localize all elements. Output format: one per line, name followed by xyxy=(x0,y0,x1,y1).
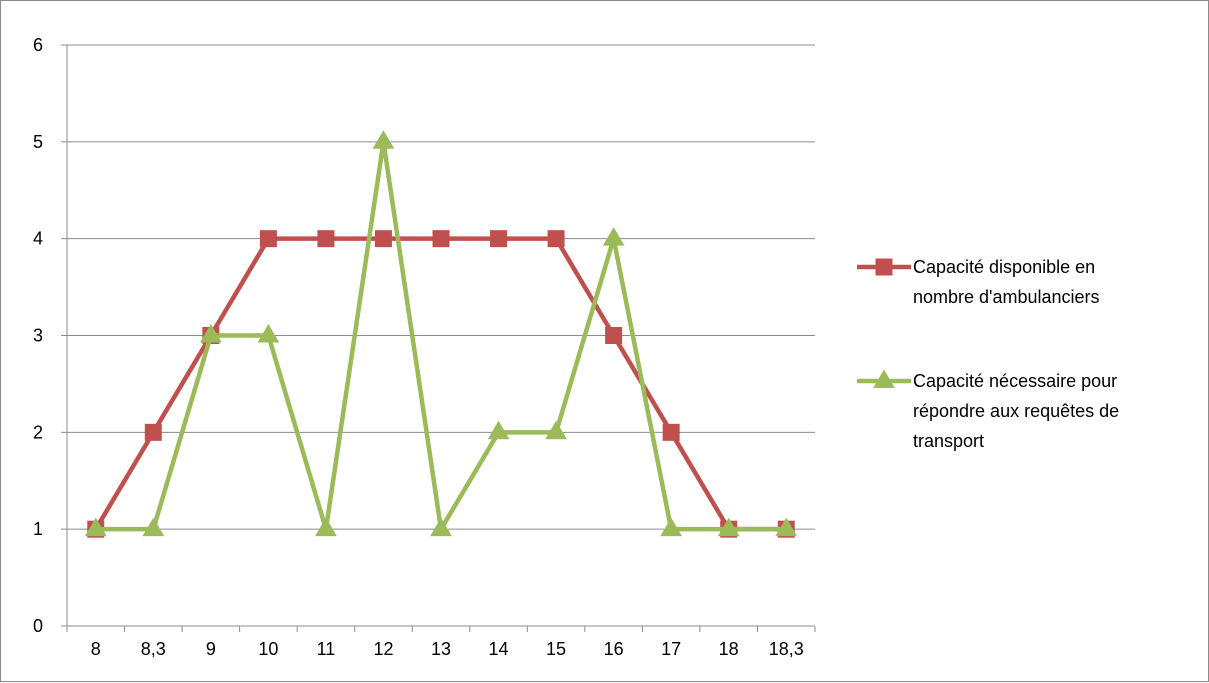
x-tick-label: 16 xyxy=(604,639,624,659)
legend: Capacité disponible en nombre d'ambulanci… xyxy=(857,257,1119,451)
x-tick-label: 8 xyxy=(91,639,101,659)
series xyxy=(84,130,798,538)
x-tick-label: 18,3 xyxy=(769,639,804,659)
x-tick-label: 8,3 xyxy=(141,639,166,659)
x-tick-label: 11 xyxy=(317,639,336,659)
data-point xyxy=(199,323,222,343)
legend-entry-1: Capacité disponible en nombre d'ambulanci… xyxy=(857,257,1100,307)
legend-label: Capacité disponible en nombre d'ambulanci… xyxy=(913,257,1100,307)
x-tick-label: 18 xyxy=(719,639,739,659)
legend-marker xyxy=(875,258,893,276)
data-point xyxy=(775,517,798,537)
series-2 xyxy=(84,130,798,537)
data-point xyxy=(257,323,280,343)
data-point xyxy=(430,517,452,537)
data-point xyxy=(660,517,683,537)
data-point xyxy=(547,230,565,248)
y-tick-label: 6 xyxy=(33,35,43,55)
data-point xyxy=(315,517,337,537)
x-tick-label: 14 xyxy=(489,639,509,659)
gridlines xyxy=(67,44,815,530)
legend-label-line: Capacité nécessaire pour xyxy=(913,371,1117,391)
y-tick-label: 1 xyxy=(33,519,43,539)
legend-label-line: Capacité disponible en xyxy=(913,257,1095,277)
data-point xyxy=(545,420,567,440)
data-point xyxy=(317,230,335,248)
legend-entry-2: Capacité nécessaire pour répondre aux req… xyxy=(857,369,1119,451)
legend-label-line: transport xyxy=(913,431,984,451)
series-1 xyxy=(87,230,795,538)
data-point xyxy=(144,423,162,441)
data-point xyxy=(432,230,450,248)
data-point xyxy=(605,327,623,344)
y-tick-label: 3 xyxy=(33,326,43,346)
x-tick-label: 12 xyxy=(373,639,393,659)
x-tick-label: 17 xyxy=(661,639,681,659)
data-point xyxy=(602,227,625,246)
x-tick-label: 13 xyxy=(431,639,451,659)
x-tick-label: 9 xyxy=(206,639,216,659)
x-tick-label: 15 xyxy=(546,639,566,659)
legend-marker xyxy=(873,369,895,388)
data-point xyxy=(142,517,165,537)
x-tick-label: 10 xyxy=(258,639,278,659)
y-tick-label: 5 xyxy=(33,132,43,152)
data-point xyxy=(372,130,395,149)
data-point xyxy=(662,423,680,441)
legend-label-line: nombre d'ambulanciers xyxy=(913,287,1100,307)
data-point xyxy=(84,517,107,537)
data-point xyxy=(374,230,392,248)
legend-label: Capacité nécessaire pour répondre aux req… xyxy=(913,371,1119,451)
data-point xyxy=(259,230,277,248)
data-point xyxy=(717,517,740,537)
y-tick-label: 0 xyxy=(33,616,43,636)
y-tick-label: 4 xyxy=(33,229,43,249)
legend-label-line: répondre aux requêtes de xyxy=(913,401,1119,421)
series-line-1 xyxy=(93,236,789,532)
data-point xyxy=(487,420,510,440)
data-point xyxy=(490,230,508,248)
y-tick-label: 2 xyxy=(33,422,43,442)
